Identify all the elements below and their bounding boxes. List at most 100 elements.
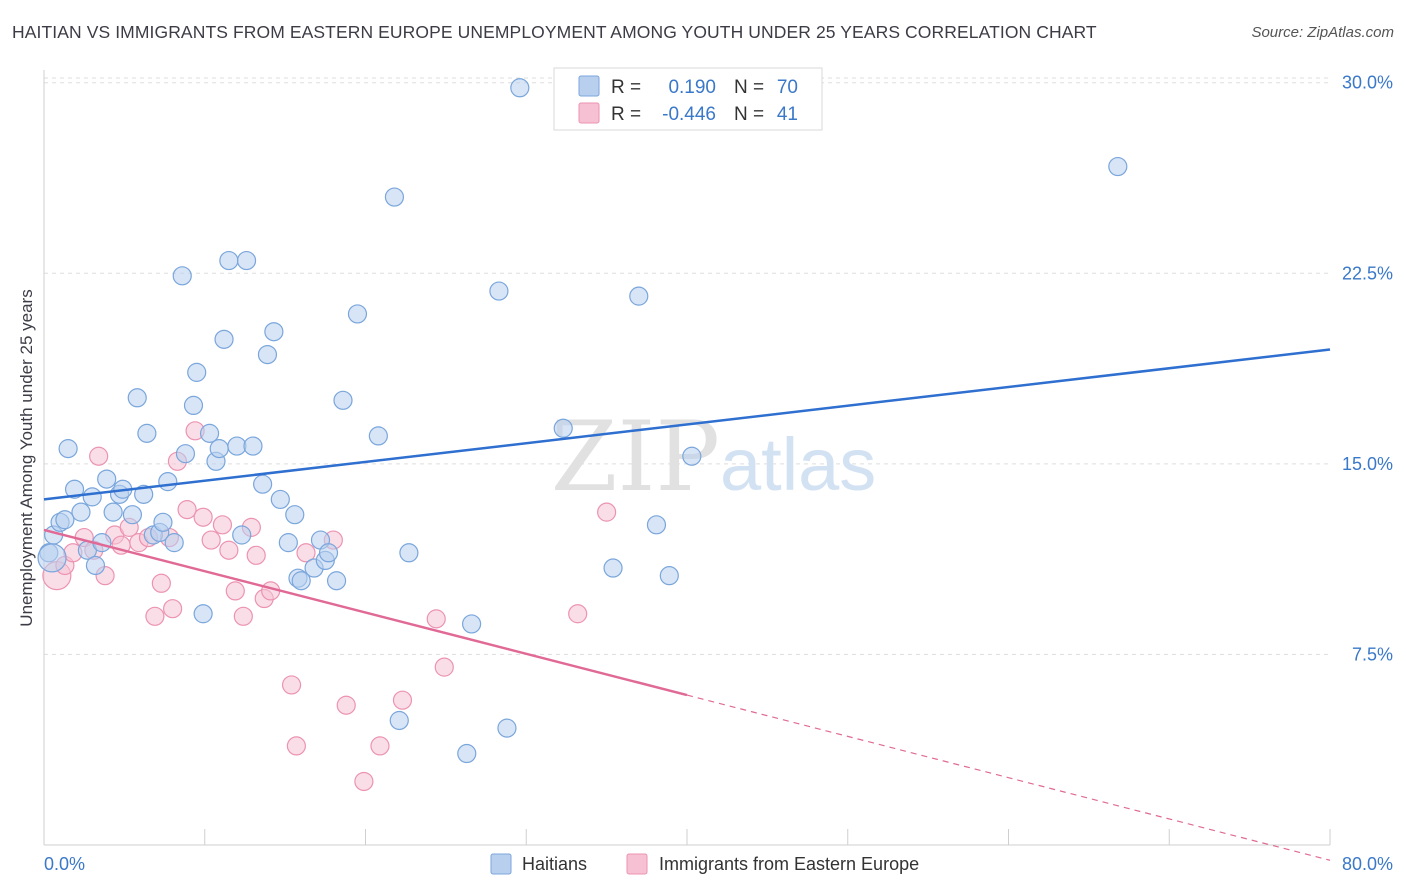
data-point [55, 510, 75, 530]
chart-title: HAITIAN VS IMMIGRANTS FROM EASTERN EUROP… [12, 22, 1097, 42]
stats-r-label-haitians: R = [611, 77, 641, 98]
data-point [370, 736, 390, 756]
data-point [134, 484, 154, 504]
y-tick-label: 15.0% [1342, 454, 1393, 474]
data-point [318, 543, 339, 563]
data-point [270, 489, 290, 510]
data-point [82, 487, 102, 507]
data-point [225, 581, 245, 601]
data-point [187, 362, 207, 382]
data-point [243, 436, 263, 456]
data-point [568, 604, 588, 624]
data-point [597, 502, 617, 522]
data-point [603, 558, 623, 578]
data-point [201, 530, 221, 550]
data-point [164, 533, 184, 553]
trend-line-immigrants [43, 528, 688, 697]
data-point [399, 543, 419, 563]
data-point [97, 469, 117, 489]
data-point [368, 426, 388, 446]
series-haitians-points [37, 78, 1128, 764]
data-point [553, 418, 573, 438]
y-tick-labels: 7.5% 15.0% 22.5% 30.0% [1342, 73, 1393, 665]
y-tick-label: 22.5% [1342, 263, 1393, 283]
data-point [281, 675, 302, 695]
data-point [175, 444, 196, 464]
data-point [64, 479, 85, 499]
data-point [336, 695, 356, 715]
data-point [199, 423, 220, 443]
data-point [253, 474, 273, 494]
grid-lines [44, 77, 1330, 655]
data-point [497, 718, 517, 738]
stats-n-label-haitians: N = [734, 77, 764, 98]
stats-n-value-haitians: 70 [777, 77, 798, 98]
data-point [37, 543, 67, 573]
data-point [392, 690, 413, 710]
legend-label-haitians: Haitians [522, 854, 587, 874]
data-point [158, 472, 178, 492]
data-point [659, 566, 679, 586]
stats-r-label-immigrants: R = [611, 104, 641, 125]
data-point [212, 515, 233, 535]
data-point [193, 604, 213, 624]
data-point [153, 512, 173, 532]
data-point [103, 502, 123, 522]
data-point [151, 573, 171, 593]
data-point [89, 446, 109, 466]
data-point [333, 390, 353, 410]
data-point [145, 606, 165, 626]
data-point [233, 606, 253, 626]
stats-swatch-immigrants [578, 102, 600, 124]
data-point [296, 543, 316, 563]
data-point [209, 439, 229, 459]
x-tick-label-min: 0.0% [44, 854, 85, 874]
data-point [227, 436, 247, 456]
data-point [457, 743, 477, 764]
x-ticks [204, 829, 1331, 845]
data-point [177, 499, 197, 520]
trend-lines [43, 348, 1331, 861]
data-point [172, 266, 192, 286]
data-point [183, 395, 204, 416]
x-tick-label-max: 80.0% [1342, 854, 1393, 874]
data-point [214, 329, 234, 349]
stats-r-value-immigrants: -0.446 [662, 104, 716, 125]
y-axis-label: Unemployment Among Youth under 25 years [17, 289, 36, 626]
data-point [264, 322, 284, 342]
data-point [71, 502, 91, 522]
data-point [426, 609, 446, 629]
data-point [489, 281, 509, 301]
data-point [354, 771, 374, 792]
data-point [85, 555, 106, 576]
data-point [285, 505, 305, 525]
watermark-atlas: atlas [720, 423, 876, 506]
data-point [389, 710, 409, 731]
data-point [127, 388, 147, 408]
legend-label-immigrants: Immigrants from Eastern Europe [659, 854, 919, 874]
data-point [246, 545, 266, 565]
data-point [219, 540, 239, 560]
legend-swatch-haitians [490, 853, 512, 875]
data-point [384, 187, 405, 207]
data-point [347, 304, 368, 324]
data-point [137, 423, 157, 443]
data-point [286, 736, 306, 756]
data-point [682, 446, 702, 466]
y-tick-label: 7.5% [1352, 644, 1393, 664]
data-point [510, 78, 530, 98]
data-point [193, 507, 213, 527]
data-point [163, 599, 183, 619]
data-point [434, 657, 454, 677]
stats-swatch-haitians [578, 75, 600, 97]
series-immigrants-points [42, 421, 617, 792]
source-label: Source: ZipAtlas.com [1251, 24, 1394, 41]
data-point [646, 515, 667, 535]
trend-line-haitians [43, 348, 1331, 501]
bottom-legend: Haitians Immigrants from Eastern Europe [490, 853, 919, 875]
data-point [219, 250, 239, 271]
data-point [291, 571, 311, 591]
y-tick-label: 30.0% [1342, 73, 1393, 93]
data-point [461, 614, 482, 634]
data-point [629, 286, 649, 306]
